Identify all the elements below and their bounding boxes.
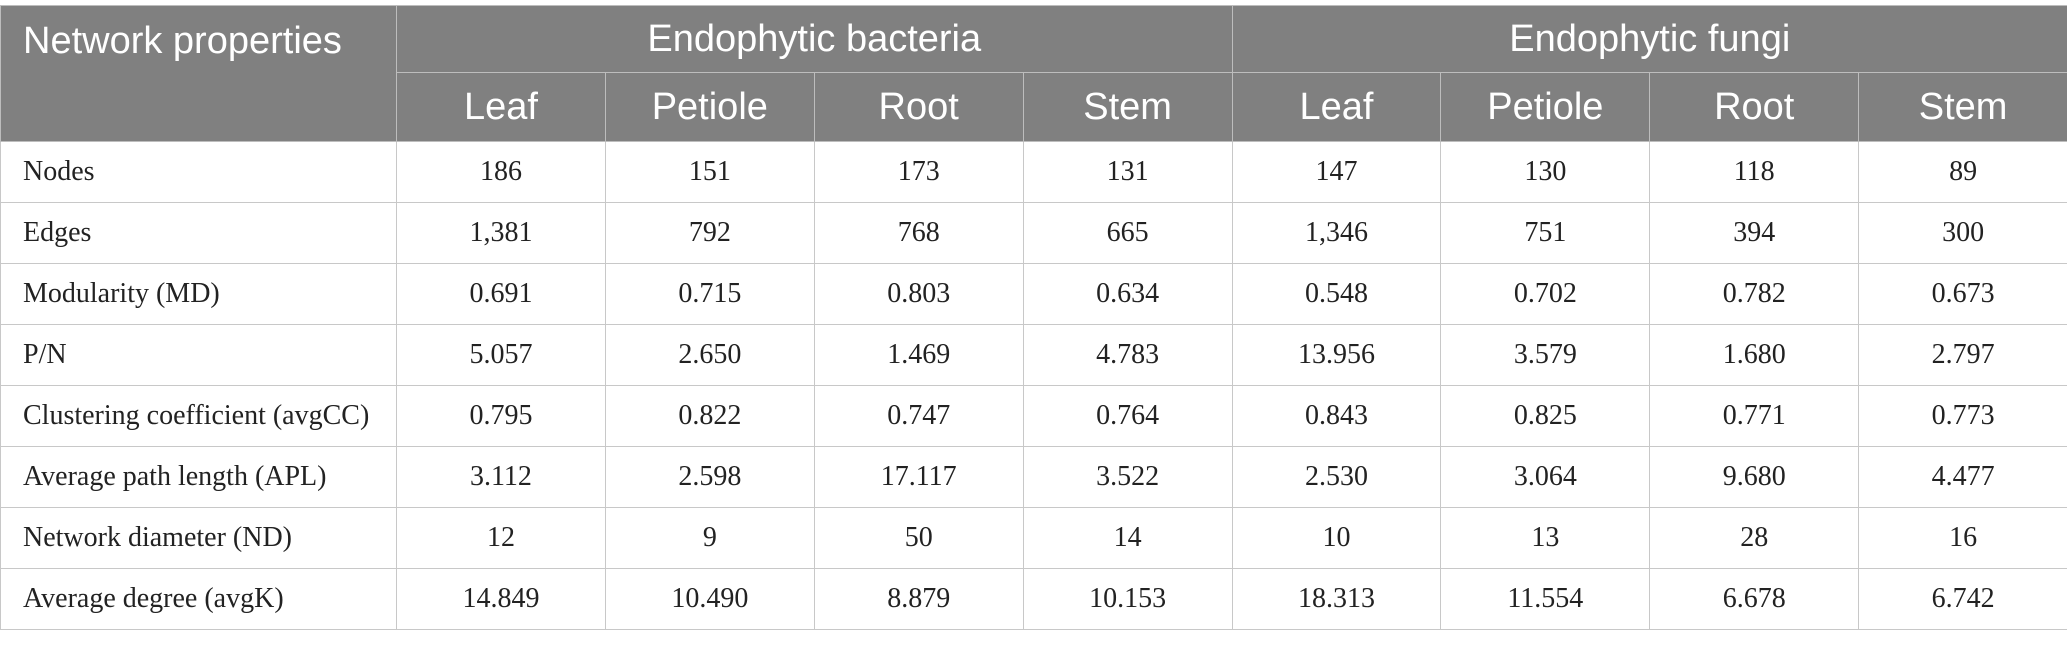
table-cell: 3.112 (396, 446, 606, 508)
row-label: Edges (0, 202, 397, 264)
table-cell: 792 (604, 202, 815, 264)
table-cell: 18.313 (1231, 568, 1441, 630)
table-row: Network diameter (ND) 12 9 50 14 10 13 28 16 (0, 507, 2067, 569)
network-properties-table: Network properties Endophytic bacteria E… (0, 5, 2067, 630)
table-cell: 14.849 (396, 568, 606, 630)
table-cell: 151 (604, 141, 815, 203)
table-cell: 0.771 (1649, 385, 1859, 447)
table-cell: 2.797 (1858, 324, 2067, 386)
table-cell: 2.598 (604, 446, 815, 508)
table-cell: 50 (813, 507, 1024, 569)
table-cell: 0.673 (1858, 263, 2067, 325)
table-cell: 186 (396, 141, 606, 203)
row-label: Clustering coefficient (avgCC) (0, 385, 397, 447)
table-cell: 0.634 (1022, 263, 1233, 325)
table-row: P/N 5.057 2.650 1.469 4.783 13.956 3.579 1.680 2… (0, 324, 2067, 386)
table-cell: 11.554 (1440, 568, 1650, 630)
table-cell: 0.747 (813, 385, 1024, 447)
table-cell: 147 (1231, 141, 1441, 203)
table-cell: 2.530 (1231, 446, 1441, 508)
table-cell: 751 (1440, 202, 1650, 264)
row-label: Average degree (avgK) (0, 568, 397, 630)
row-label: Nodes (0, 141, 397, 203)
table-cell: 0.825 (1440, 385, 1650, 447)
group-header-bacteria: Endophytic bacteria (396, 5, 1233, 73)
table-cell: 10.490 (604, 568, 815, 630)
column-header: Leaf (1231, 72, 1442, 142)
table-cell: 131 (1022, 141, 1233, 203)
table-body: Nodes 186 151 173 131 147 130 118 89 Edges 1,381 79… (0, 141, 2067, 630)
table-cell: 768 (813, 202, 1024, 264)
table-cell: 1,346 (1231, 202, 1441, 264)
table-cell: 130 (1440, 141, 1650, 203)
table-cell: 9.680 (1649, 446, 1859, 508)
table-cell: 3.579 (1440, 324, 1650, 386)
row-label: Modularity (MD) (0, 263, 397, 325)
row-label: P/N (0, 324, 397, 386)
corner-header: Network properties (0, 5, 397, 142)
table-cell: 1.680 (1649, 324, 1859, 386)
table-cell: 0.843 (1231, 385, 1441, 447)
table-header: Network properties Endophytic bacteria E… (0, 5, 2067, 142)
table-row: Clustering coefficient (avgCC) 0.795 0.822… (0, 385, 2067, 447)
table-cell: 17.117 (813, 446, 1024, 508)
table-cell: 14 (1022, 507, 1233, 569)
column-header: Leaf (396, 72, 606, 142)
table-cell: 1.469 (813, 324, 1024, 386)
table-cell: 9 (604, 507, 815, 569)
column-header: Stem (1858, 72, 2067, 142)
table-cell: 4.477 (1858, 446, 2067, 508)
table-cell: 300 (1858, 202, 2067, 264)
table-cell: 665 (1022, 202, 1233, 264)
table-cell: 0.715 (604, 263, 815, 325)
column-header: Petiole (1440, 72, 1651, 142)
table-cell: 8.879 (813, 568, 1024, 630)
table-cell: 6.742 (1858, 568, 2067, 630)
table-cell: 4.783 (1022, 324, 1233, 386)
table-cell: 10.153 (1022, 568, 1233, 630)
table-cell: 0.803 (813, 263, 1024, 325)
table-row: Average path length (APL) 3.112 2.598 17.11… (0, 446, 2067, 508)
table-cell: 394 (1649, 202, 1859, 264)
column-header: Root (1649, 72, 1860, 142)
table-cell: 6.678 (1649, 568, 1859, 630)
table-cell: 0.702 (1440, 263, 1650, 325)
table-container: Network properties Endophytic bacteria E… (0, 5, 2067, 630)
table-row: Modularity (MD) 0.691 0.715 0.803 0.634 0.548… (0, 263, 2067, 325)
column-header: Root (813, 72, 1024, 142)
table-cell: 13.956 (1231, 324, 1441, 386)
row-label: Average path length (APL) (0, 446, 397, 508)
table-row: Average degree (avgK) 14.849 10.490 8.879 10… (0, 568, 2067, 630)
table-cell: 0.795 (396, 385, 606, 447)
column-header: Stem (1022, 72, 1233, 142)
table-cell: 10 (1231, 507, 1441, 569)
table-cell: 0.691 (396, 263, 606, 325)
table-cell: 89 (1858, 141, 2067, 203)
table-cell: 0.822 (604, 385, 815, 447)
table-cell: 5.057 (396, 324, 606, 386)
table-cell: 118 (1649, 141, 1859, 203)
table-cell: 0.764 (1022, 385, 1233, 447)
table-row: Edges 1,381 792 768 665 1,346 751 394 300 (0, 202, 2067, 264)
table-cell: 13 (1440, 507, 1650, 569)
table-cell: 2.650 (604, 324, 815, 386)
table-row: Nodes 186 151 173 131 147 130 118 89 (0, 141, 2067, 203)
header-row-tissues: Leaf Petiole Root Stem Leaf Petiole Root… (1, 72, 2067, 142)
table-cell: 0.548 (1231, 263, 1441, 325)
table-cell: 0.773 (1858, 385, 2067, 447)
table-cell: 3.064 (1440, 446, 1650, 508)
table-cell: 28 (1649, 507, 1859, 569)
table-cell: 12 (396, 507, 606, 569)
row-label: Network diameter (ND) (0, 507, 397, 569)
column-header: Petiole (604, 72, 815, 142)
table-cell: 1,381 (396, 202, 606, 264)
group-header-fungi: Endophytic fungi (1231, 5, 2067, 73)
table-cell: 0.782 (1649, 263, 1859, 325)
table-cell: 16 (1858, 507, 2067, 569)
header-row-groups: Network properties Endophytic bacteria E… (0, 5, 2067, 142)
table-cell: 3.522 (1022, 446, 1233, 508)
table-cell: 173 (813, 141, 1024, 203)
